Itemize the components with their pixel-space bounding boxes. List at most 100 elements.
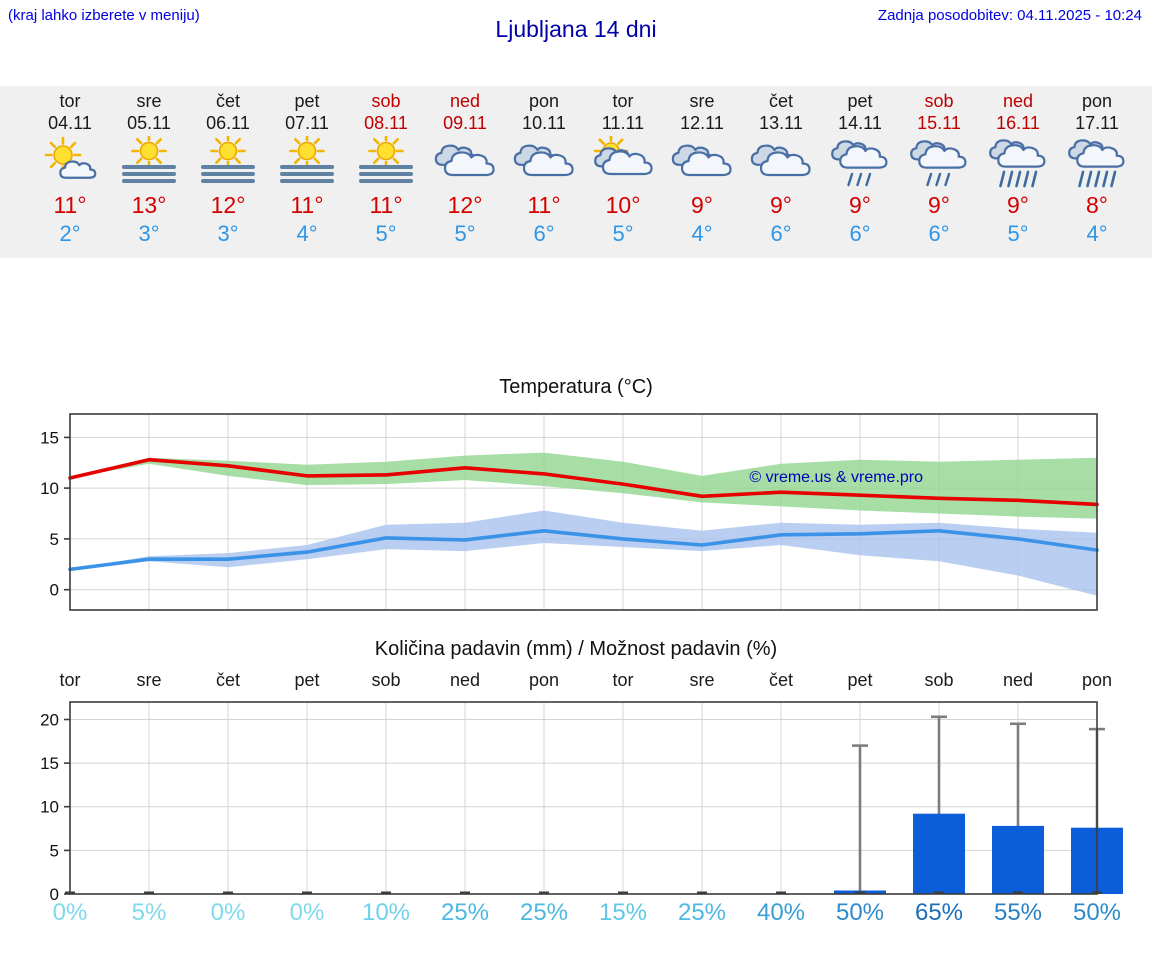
sun-glyph [368,133,404,169]
day-date-label: 15.11 [917,113,961,133]
weather-icon-cell [265,133,349,190]
sun-fog-icon [201,133,255,183]
day-date-label: 14.11 [838,113,882,133]
day-name-label: pet [294,91,320,111]
day-date-label: 10.11 [522,113,566,133]
precip-day-label: pet [294,670,320,690]
day-name-label: pet [847,91,873,111]
svg-text:0: 0 [50,581,59,600]
min-range-band [70,510,1097,596]
day-date-label: 16.11 [996,113,1040,133]
svg-text:10: 10 [40,798,59,817]
day-date-label: 08.11 [364,113,408,133]
cloudy-icon [750,144,811,177]
temperature-chart-title: Temperatura (°C) [499,376,653,398]
day-max-temp: 11° [369,192,403,218]
forecast-day-column: sre 05.11 13° 3° [107,90,191,246]
day-date-label: 13.11 [759,113,803,133]
heavy-rain-icon [1068,139,1125,188]
precip-day-label: pon [528,670,560,690]
sun-glyph [131,133,167,169]
sun-fog-icon [359,133,413,183]
day-min-temp: 3° [217,221,239,246]
sun-glyph [289,133,325,169]
day-max-temp: 9° [691,192,713,218]
precip-probability-label: 25% [519,899,569,926]
precip-day-label: sre [689,670,715,690]
forecast-day-column: pet 14.11 9° 6° [818,90,902,246]
menu-hint: (kraj lahko izberete v meniju) [8,7,200,24]
sun-glyph [44,136,82,174]
precip-probability-label: 65% [914,899,964,926]
day-max-temp: 9° [849,192,871,218]
forecast-day-column: sre 12.11 9° 4° [660,90,744,246]
precip-day-label: čet [768,670,793,690]
precip-day-label: pet [847,670,873,690]
forecast-day-column: čet 13.11 9° 6° [739,90,823,246]
sun-fog-icon [122,133,176,183]
day-min-temp: 6° [533,221,555,246]
rain-icon [831,140,888,187]
day-name-label: pon [1081,91,1113,111]
day-max-temp: 11° [53,192,87,218]
weather-icon-cell [818,136,902,190]
weather-icon-cell [107,133,191,190]
forecast-day-column: pon 17.11 8° 4° [1055,90,1139,246]
precip-day-label: ned [449,670,481,690]
precip-probability-label: 5% [131,899,167,926]
temperature-chart: 0 5 10 15 © vreme.us & vreme.pro [40,413,1099,611]
svg-text:20: 20 [40,711,59,730]
day-name-label: tor [59,91,81,111]
day-max-temp: 9° [1007,192,1029,218]
day-max-temp: 9° [770,192,792,218]
day-max-temp: 11° [527,192,561,218]
day-max-temp: 9° [928,192,950,218]
svg-text:10: 10 [40,479,59,498]
heavy-rain-icon [989,139,1046,188]
weather-icon-cell [976,136,1060,190]
precip-bar [992,825,1044,894]
cloudy-icon [671,144,732,177]
forecast-day-column: tor 04.11 11° 2° [28,90,112,246]
partly-sunny-icon [44,136,97,179]
day-name-label: sob [924,91,954,111]
precipitation-chart-title: Količina padavin (mm) / Možnost padavin … [374,638,778,660]
day-max-temp: 10° [605,192,641,218]
forecast-day-column: tor 11.11 10° 5° [581,90,665,246]
weather-icon-cell [581,133,665,190]
day-min-temp: 6° [770,221,792,246]
day-date-label: 12.11 [680,113,724,133]
sun-glyph [210,133,246,169]
day-max-temp: 13° [131,192,167,218]
forecast-day-column: ned 09.11 12° 5° [423,90,507,246]
precip-day-label: tor [612,670,634,690]
day-min-temp: 5° [375,221,397,246]
day-max-temp: 12° [447,192,483,218]
precip-day-label: sob [371,670,401,690]
precip-probability-label: 55% [993,899,1043,926]
precip-probability-label: 40% [756,899,806,926]
day-min-temp: 6° [849,221,871,246]
rain-icon [910,140,967,187]
forecast-day-column: sob 15.11 9° 6° [897,90,981,246]
day-name-label: ned [449,91,481,111]
svg-text:15: 15 [40,754,59,773]
max-temperature-line [68,457,1099,507]
day-min-temp: 2° [59,221,81,246]
precip-bar [913,813,965,894]
forecast-day-column: pon 10.11 11° 6° [502,90,586,246]
min-temperature-line [68,529,1099,572]
day-min-temp: 5° [1007,221,1029,246]
day-name-label: sob [371,91,401,111]
weather-icon-cell [660,136,744,190]
forecast-day-column: pet 07.11 11° 4° [265,90,349,246]
precip-probability-label: 50% [835,899,885,926]
day-max-temp: 8° [1086,192,1108,218]
precip-day-label: čet [215,670,240,690]
precip-probability-label: 15% [598,899,648,926]
sun-fog-icon [280,133,334,183]
day-date-label: 11.11 [601,113,645,133]
precip-probability-label: 50% [1072,899,1122,926]
precip-probability-label: 0% [52,899,88,926]
cloudy-icon [434,144,495,177]
